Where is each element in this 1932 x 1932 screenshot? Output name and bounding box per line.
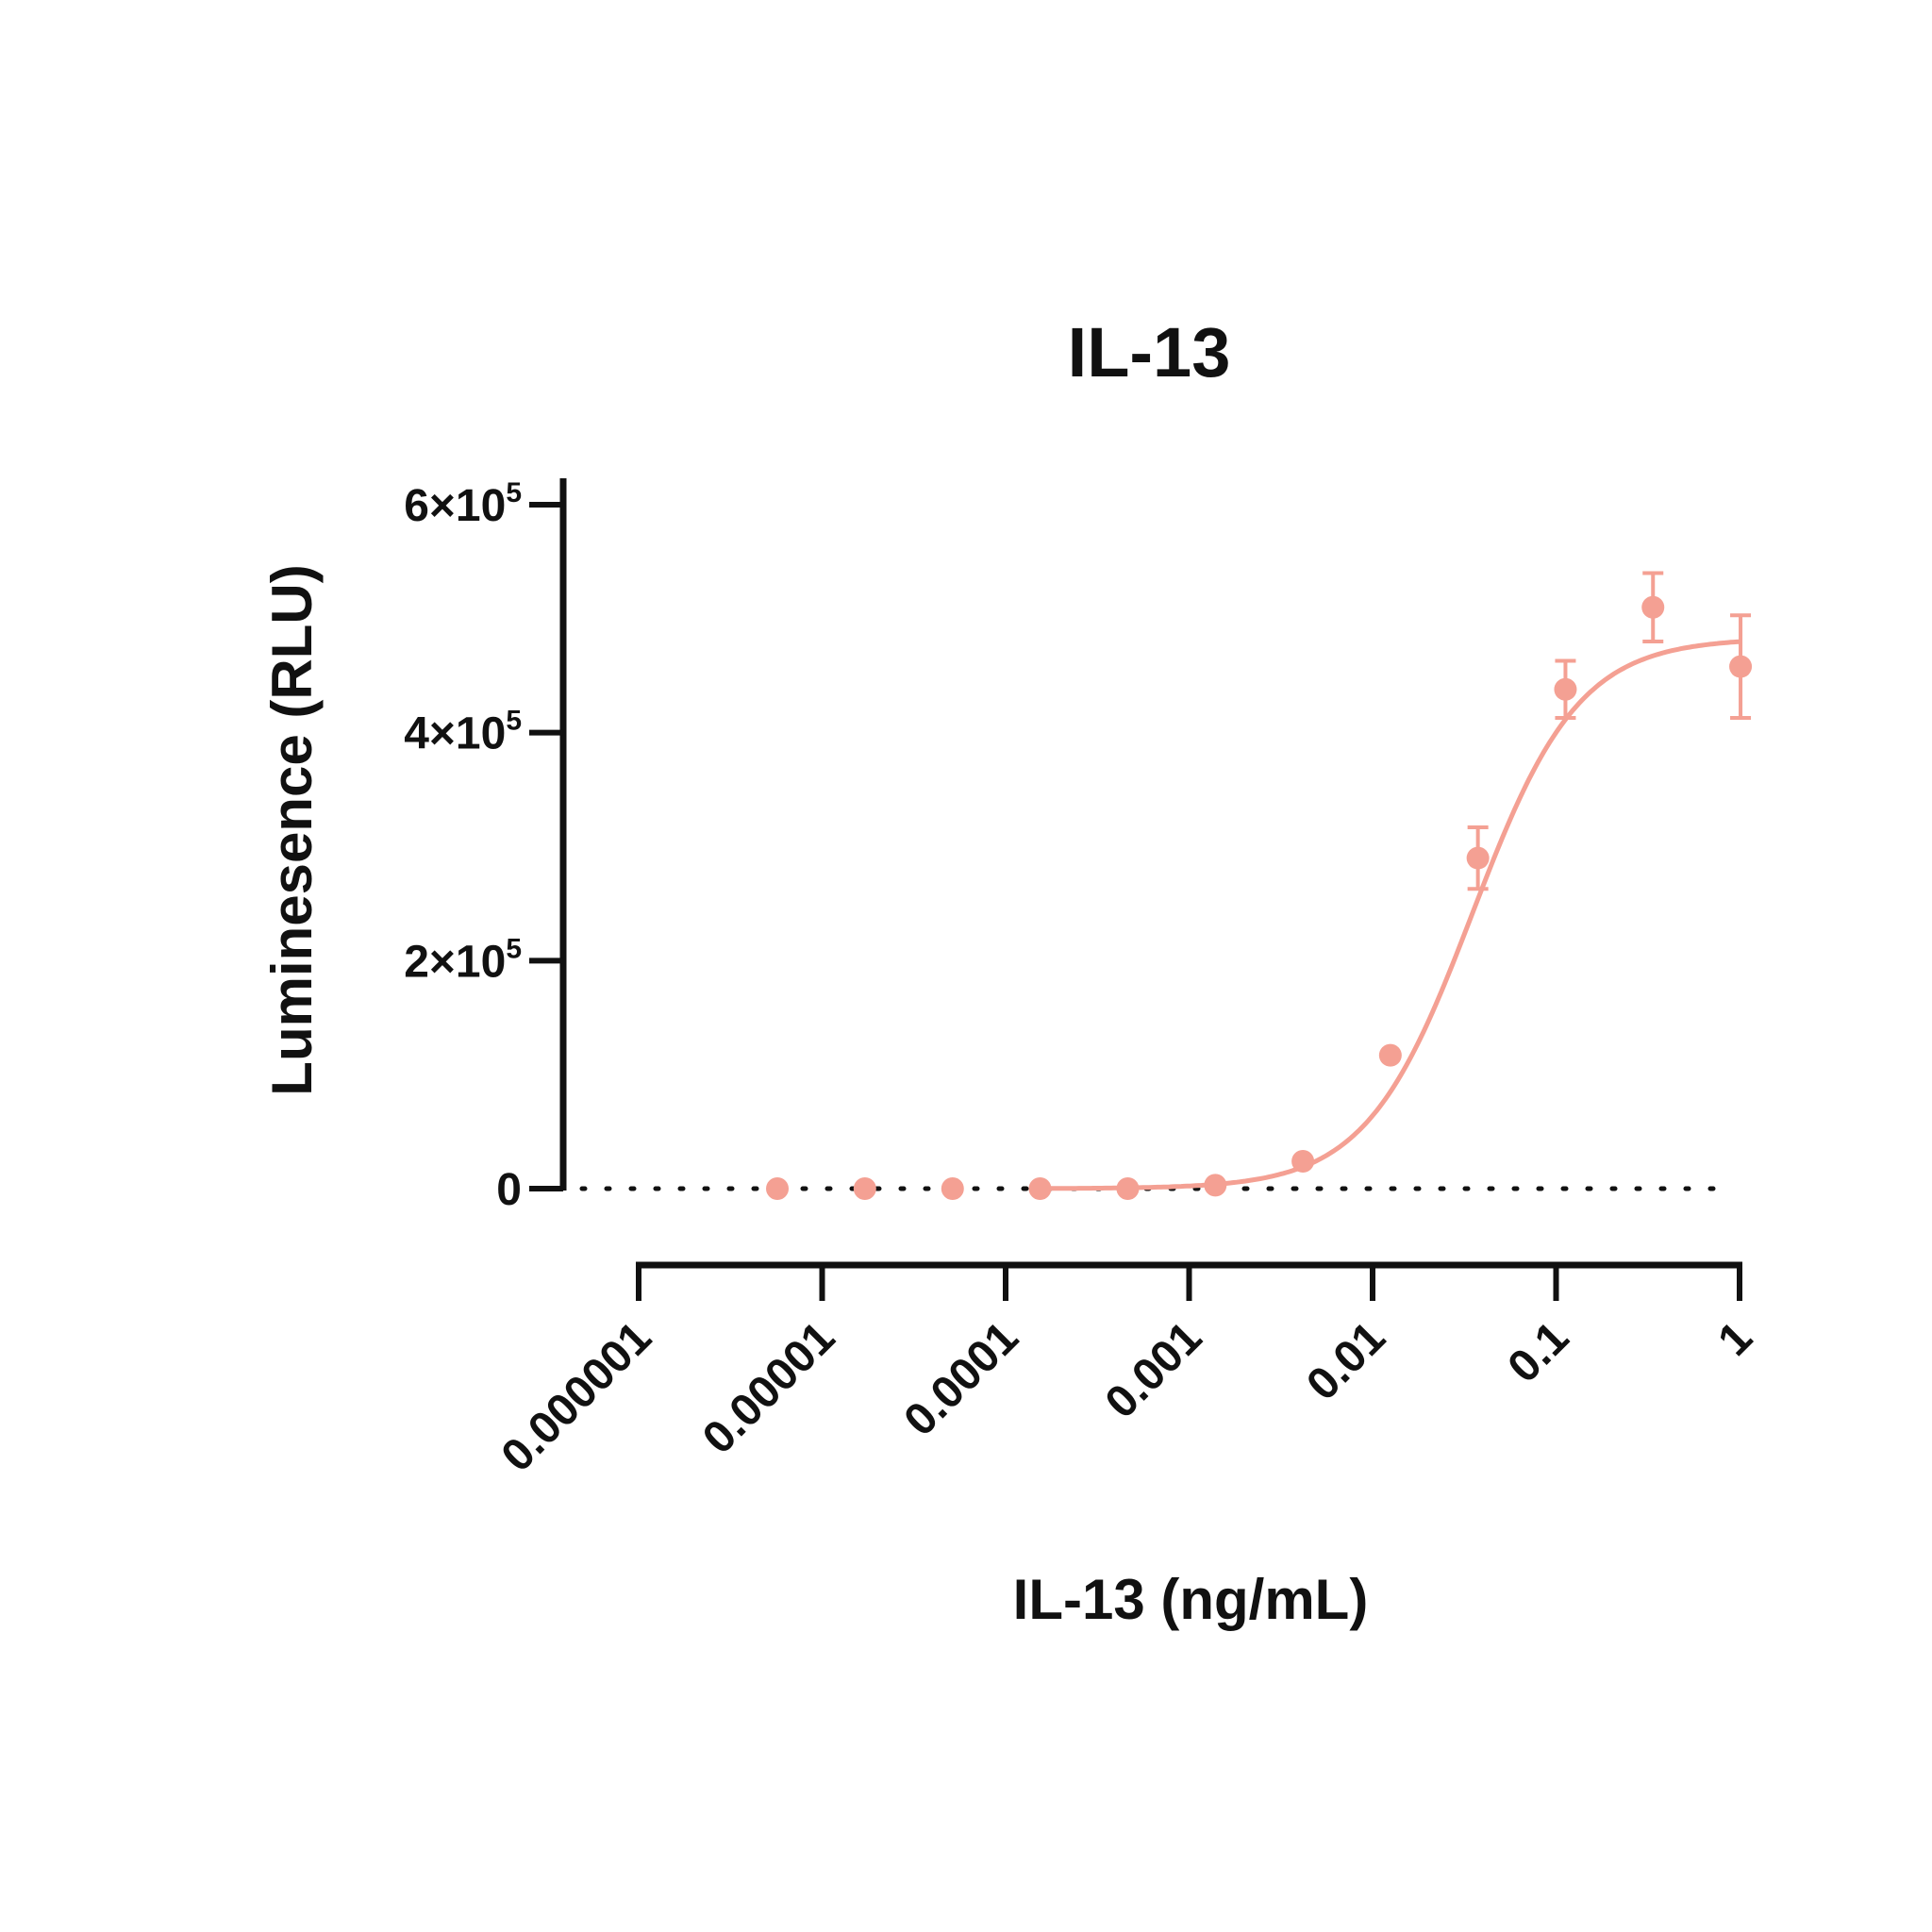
data-points bbox=[766, 571, 1753, 1200]
x-axis-label: IL-13 (ng/mL) bbox=[1013, 1568, 1369, 1631]
x-tick-label: 1 bbox=[1708, 1312, 1761, 1365]
data-point bbox=[766, 1177, 790, 1200]
data-point bbox=[941, 1177, 964, 1200]
data-point bbox=[1466, 846, 1490, 870]
y-tick-label: 0 bbox=[496, 1165, 522, 1215]
chart-title: IL-13 bbox=[1068, 313, 1231, 391]
y-tick-label: 2×105 bbox=[404, 933, 522, 987]
x-axis: 0.000001 0.00001 0.0001 0.001 0.01 0.1 1 bbox=[492, 1261, 1762, 1481]
data-point bbox=[1028, 1177, 1052, 1200]
y-axis: 0 2×105 4×105 6×105 bbox=[404, 477, 567, 1215]
x-tick-label: 0.0001 bbox=[894, 1312, 1027, 1445]
fit-curve bbox=[1038, 639, 1740, 1191]
x-tick-label: 0.01 bbox=[1297, 1312, 1395, 1410]
data-point bbox=[1641, 595, 1665, 619]
data-point bbox=[1204, 1174, 1227, 1197]
fit-curve-line bbox=[1038, 639, 1740, 1191]
x-tick-label: 0.000001 bbox=[492, 1312, 661, 1481]
data-point bbox=[1116, 1177, 1140, 1200]
data-point bbox=[1378, 1043, 1402, 1067]
y-axis-label: Luminesence (RLU) bbox=[260, 564, 324, 1095]
x-tick-label: 0.001 bbox=[1096, 1312, 1211, 1427]
x-tick-label: 0.00001 bbox=[693, 1312, 844, 1463]
data-point bbox=[1729, 655, 1753, 678]
y-tick-label: 4×105 bbox=[404, 706, 522, 759]
data-point bbox=[1554, 677, 1577, 701]
x-tick-label: 0.1 bbox=[1499, 1312, 1579, 1392]
y-tick-label: 6×105 bbox=[404, 477, 522, 531]
data-point bbox=[853, 1177, 876, 1200]
data-point bbox=[1291, 1150, 1315, 1173]
